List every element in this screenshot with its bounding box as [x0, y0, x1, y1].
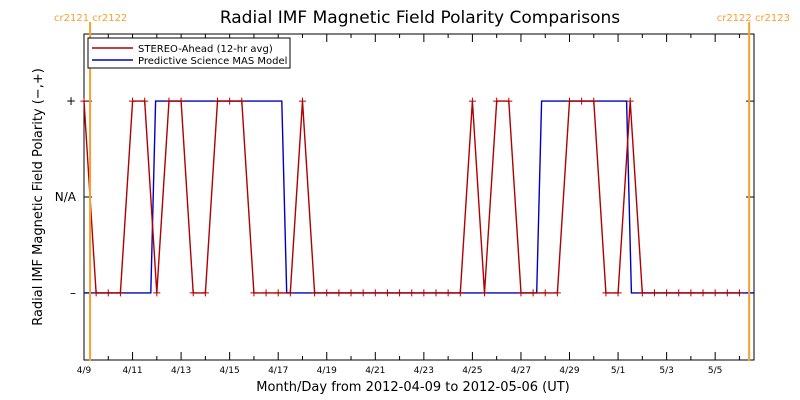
- x-tick-label: 4/23: [414, 366, 434, 376]
- x-tick-label: 5/1: [611, 366, 625, 376]
- data-point-stereo: [650, 289, 658, 297]
- data-point-stereo: [371, 289, 379, 297]
- data-point-stereo: [517, 289, 525, 297]
- x-tick-label: 4/17: [268, 366, 288, 376]
- x-tick-label: 4/27: [511, 366, 531, 376]
- x-axis-ticks: 4/9 4/11 4/13 4/15 4/17 4/19 4/21 4/23 4/25 4/27 4…: [77, 34, 740, 376]
- data-point-stereo: [80, 97, 88, 105]
- plot-frame: [83, 33, 755, 361]
- data-point-stereo: [153, 289, 161, 297]
- data-point-stereo: [92, 289, 100, 297]
- data-point-stereo: [311, 289, 319, 297]
- data-point-stereo: [165, 97, 173, 105]
- data-point-stereo: [201, 289, 209, 297]
- data-point-stereo: [214, 97, 222, 105]
- data-point-stereo: [602, 289, 610, 297]
- data-point-stereo: [566, 97, 574, 105]
- x-tick-label: 4/9: [77, 366, 92, 376]
- data-point-stereo: [274, 289, 282, 297]
- carrington-rotation-label: cr2121 cr2122: [54, 13, 127, 24]
- data-point-stereo: [638, 289, 646, 297]
- series-layer: [80, 97, 754, 297]
- data-point-stereo: [578, 97, 586, 105]
- chart-title: Radial IMF Magnetic Field Polarity Compa…: [220, 8, 620, 28]
- data-point-stereo: [590, 97, 598, 105]
- data-point-stereo: [359, 289, 367, 297]
- data-point-stereo: [298, 97, 306, 105]
- data-point-stereo: [493, 97, 501, 105]
- x-tick-label: 5/3: [659, 366, 673, 376]
- data-point-stereo: [420, 289, 428, 297]
- x-tick-label: 4/11: [122, 366, 142, 376]
- data-point-stereo: [250, 289, 258, 297]
- data-point-stereo: [141, 97, 149, 105]
- x-tick-label: 4/13: [171, 366, 191, 376]
- series-line-stereo-ahead: [83, 100, 740, 294]
- data-point-stereo: [262, 289, 270, 297]
- data-point-stereo: [396, 289, 404, 297]
- data-point-stereo: [468, 97, 476, 105]
- data-point-stereo: [335, 289, 343, 297]
- data-point-stereo: [129, 97, 137, 105]
- data-point-stereo: [432, 289, 440, 297]
- data-point-stereo: [286, 289, 294, 297]
- data-point-stereo: [444, 289, 452, 297]
- y-axis-label: Radial IMF Magnetic Field Polarity (−,+): [31, 68, 46, 326]
- data-point-stereo: [553, 289, 561, 297]
- legend-box: [87, 37, 291, 69]
- data-point-stereo: [699, 289, 707, 297]
- data-point-stereo: [663, 289, 671, 297]
- x-tick-label: 4/15: [220, 366, 240, 376]
- x-tick-label: 4/19: [317, 366, 337, 376]
- data-point-stereo: [238, 97, 246, 105]
- data-point-stereo: [687, 289, 695, 297]
- data-point-stereo: [408, 289, 416, 297]
- y-axis-ticks: + N/A –: [55, 94, 754, 300]
- data-point-stereo: [189, 289, 197, 297]
- data-point-stereo: [723, 289, 731, 297]
- carrington-marker-lines: [89, 22, 751, 361]
- data-point-stereo: [505, 97, 513, 105]
- y-tick-label: N/A: [55, 190, 77, 204]
- y-tick-label: +: [66, 94, 76, 108]
- data-point-stereo: [116, 289, 124, 297]
- legend-label-mas: Predictive Science MAS Model: [138, 56, 287, 67]
- y-tick-label: –: [70, 286, 76, 300]
- data-point-stereo: [481, 289, 489, 297]
- data-point-stereo: [323, 289, 331, 297]
- data-point-stereo: [675, 289, 683, 297]
- data-point-stereo: [177, 97, 185, 105]
- legend-label-stereo: STEREO-Ahead (12-hr avg): [138, 44, 273, 55]
- data-point-stereo: [614, 289, 622, 297]
- carrington-rotation-labels: cr2121 cr2122 cr2122 cr2123: [54, 13, 790, 24]
- x-tick-label: 5/5: [708, 366, 722, 376]
- x-tick-label: 4/21: [365, 366, 385, 376]
- data-point-stereo: [104, 289, 112, 297]
- data-point-stereo: [735, 289, 743, 297]
- carrington-rotation-label: cr2122 cr2123: [717, 13, 790, 24]
- x-tick-label: 4/29: [559, 366, 579, 376]
- legend: STEREO-Ahead (12-hr avg) Predictive Scie…: [87, 37, 291, 69]
- x-axis-label: Month/Day from 2012-04-09 to 2012-05-06 …: [256, 380, 569, 395]
- data-point-stereo: [529, 289, 537, 297]
- data-point-stereo: [626, 97, 634, 105]
- series-line-mas-model: [84, 100, 754, 294]
- data-point-stereo: [226, 97, 234, 105]
- x-tick-label: 4/25: [462, 366, 482, 376]
- data-point-stereo: [541, 289, 549, 297]
- data-point-stereo: [383, 289, 391, 297]
- data-point-stereo: [456, 289, 464, 297]
- data-point-stereo: [711, 289, 719, 297]
- data-point-stereo: [347, 289, 355, 297]
